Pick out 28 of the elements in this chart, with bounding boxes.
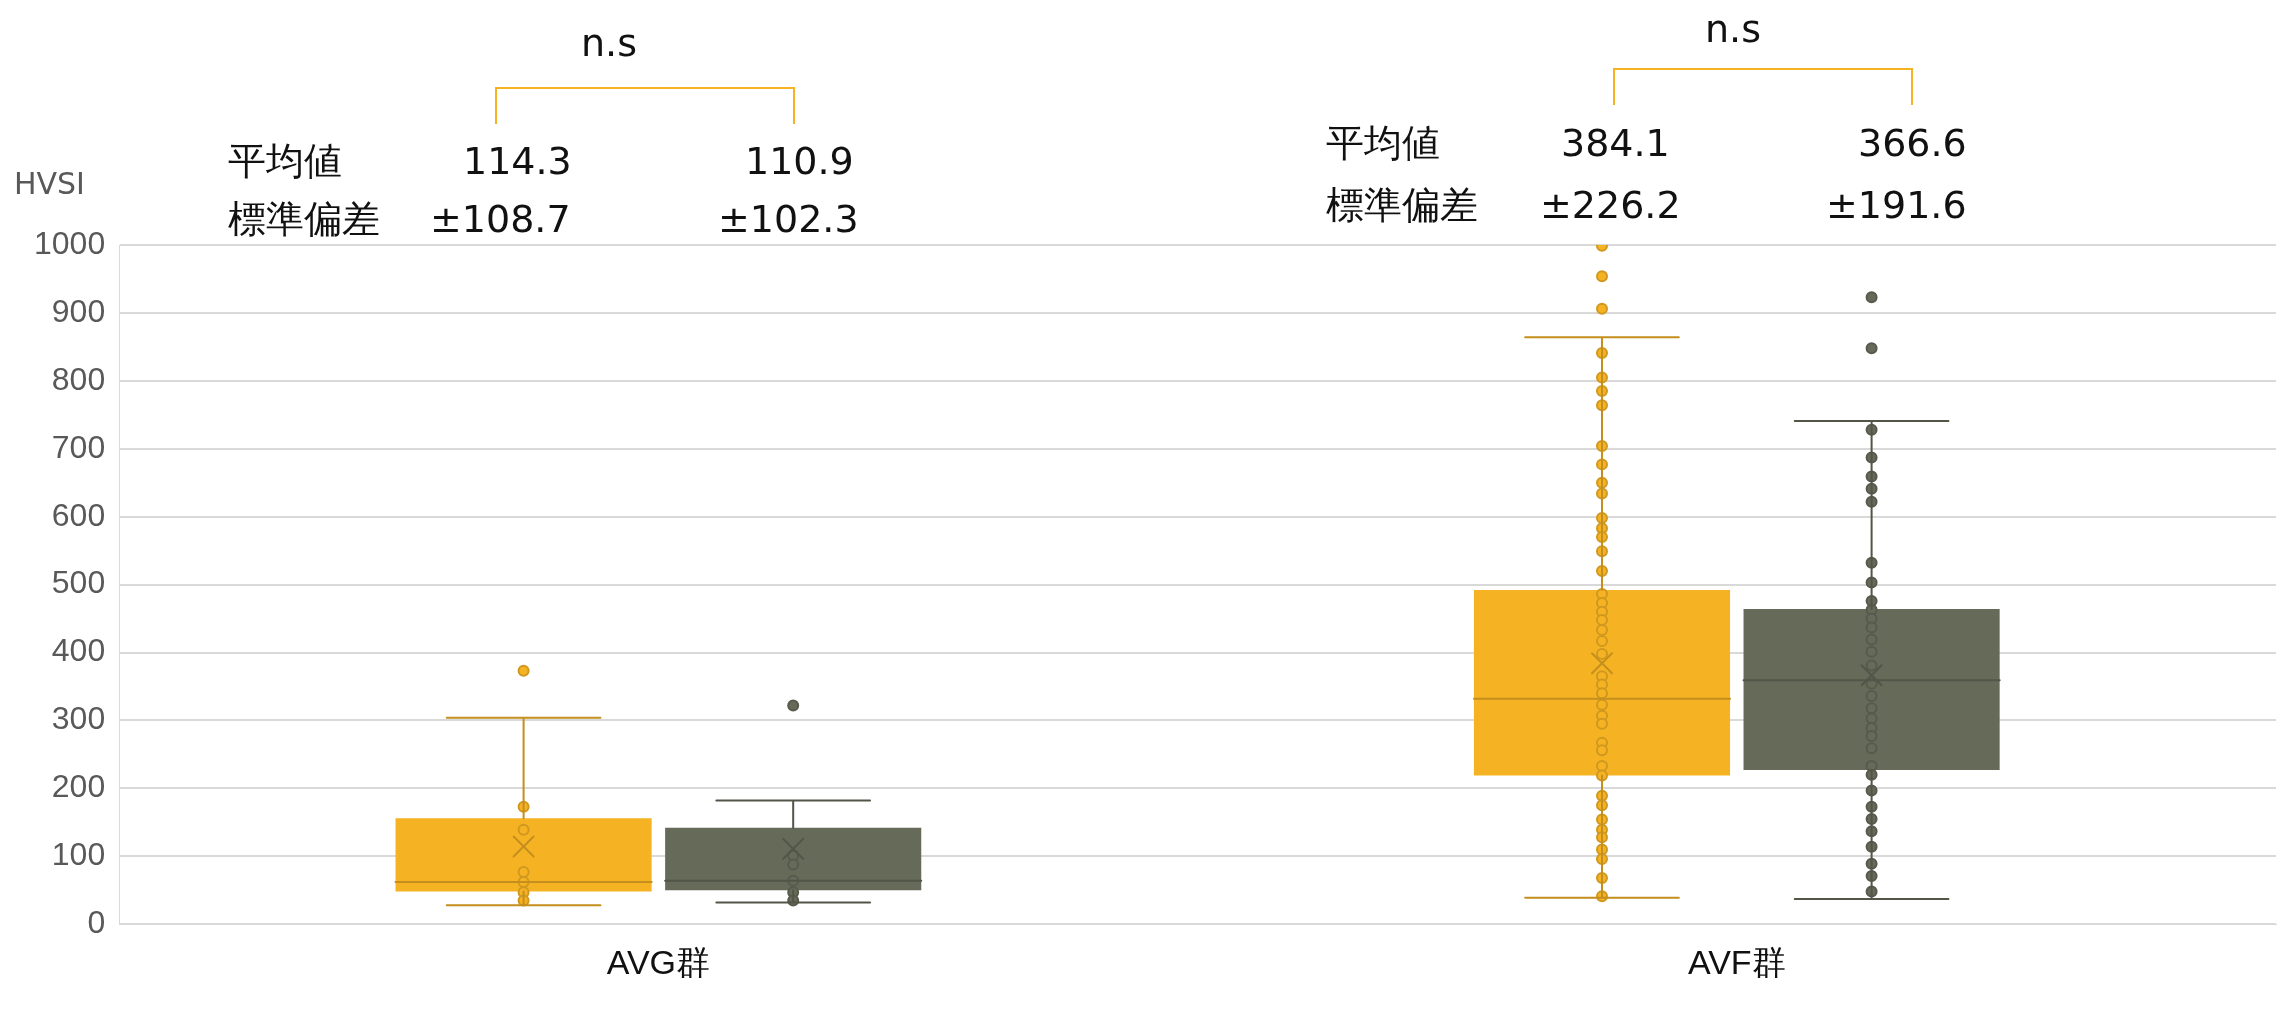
y-tick-label: 600 <box>51 496 106 533</box>
y-tick-label: 400 <box>51 632 106 669</box>
y-tick-label: 1000 <box>34 224 106 261</box>
y-tick-label: 300 <box>51 700 106 737</box>
y-tick-label: 0 <box>87 904 106 941</box>
text: 平均値 <box>228 139 342 183</box>
text: n.s <box>581 21 637 65</box>
text: 平均値 <box>1326 121 1440 165</box>
y-tick-label: 200 <box>51 768 106 805</box>
y-tick-label: 800 <box>51 360 106 397</box>
text: 標準偏差 <box>228 197 380 241</box>
y-tick-label: 700 <box>51 428 106 465</box>
text: 384.1 <box>1561 121 1670 165</box>
text: ±191.6 <box>1826 183 1967 227</box>
x-tick-label: AVG群 <box>606 942 711 981</box>
x-tick-label: AVF群 <box>1687 942 1786 981</box>
text: 114.3 <box>463 139 572 183</box>
text: ±108.7 <box>430 197 571 241</box>
text: ±102.3 <box>718 197 859 241</box>
y-tick-label: 900 <box>51 292 106 329</box>
text: 標準偏差 <box>1326 183 1478 227</box>
y-tick-label: 100 <box>51 836 106 873</box>
text: n.s <box>1705 7 1761 51</box>
text: 366.6 <box>1858 121 1967 165</box>
y-axis-title: HVSI <box>14 166 85 201</box>
y-tick-label: 500 <box>51 564 106 601</box>
text: ±226.2 <box>1540 183 1681 227</box>
text: 110.9 <box>745 139 854 183</box>
